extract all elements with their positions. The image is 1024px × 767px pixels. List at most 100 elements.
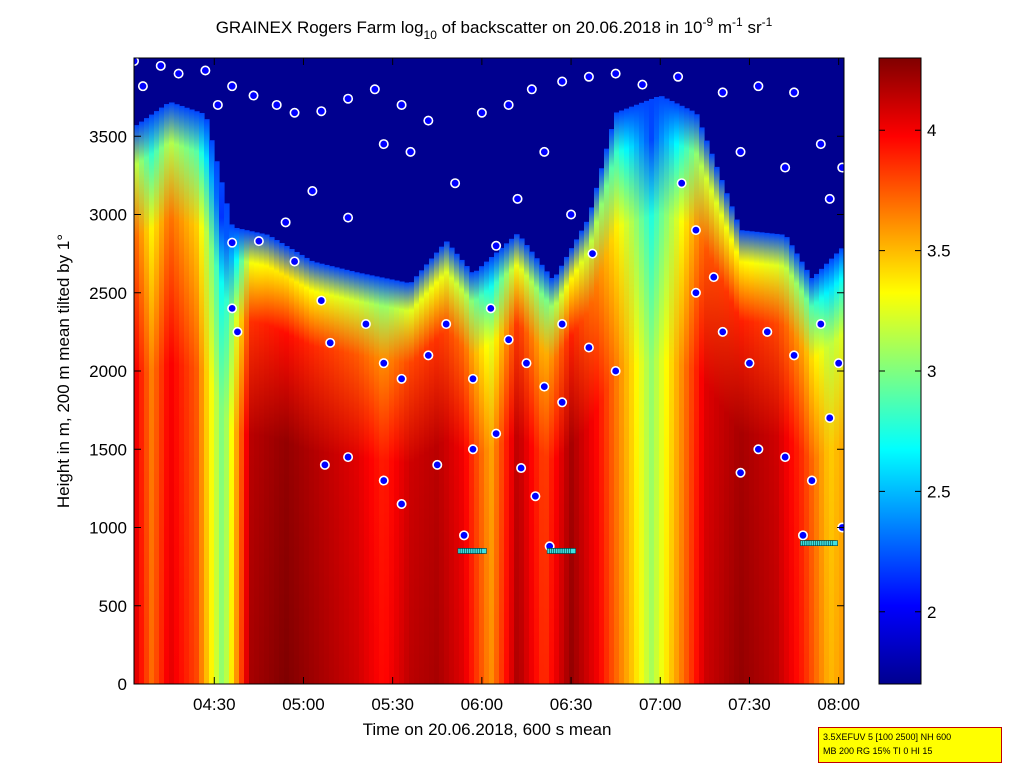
- backscatter-column: [519, 238, 525, 684]
- backscatter-column: [489, 257, 495, 684]
- backscatter-column: [309, 260, 315, 684]
- backscatter-column: [659, 96, 665, 684]
- backscatter-column: [564, 256, 570, 684]
- backscatter-column: [204, 119, 210, 684]
- backscatter-column: [404, 282, 410, 684]
- backscatter-column: [579, 230, 585, 684]
- cloud-base-marker: [212, 99, 223, 110]
- backscatter-column: [709, 153, 715, 684]
- backscatter-column: [314, 262, 320, 684]
- backscatter-column: [569, 248, 575, 684]
- cloud-base-marker: [467, 444, 478, 455]
- backscatter-column: [754, 231, 760, 684]
- settings-line-2: MB 200 RG 15% TI 0 HI 15: [823, 746, 933, 756]
- backscatter-column: [214, 161, 220, 684]
- backscatter-column: [644, 100, 650, 684]
- cloud-base-marker: [780, 452, 791, 463]
- backscatter-column: [394, 280, 400, 684]
- backscatter-column: [679, 105, 685, 684]
- cloud-base-marker: [717, 326, 728, 337]
- x-tick-label: 04:30: [193, 695, 236, 714]
- backscatter-column: [719, 180, 725, 684]
- cloud-base-marker: [833, 358, 844, 369]
- cloud-base-marker: [539, 146, 550, 157]
- cloud-base-marker: [491, 240, 502, 251]
- backscatter-column: [139, 121, 145, 684]
- cloud-base-marker: [289, 256, 300, 267]
- cloud-base-marker: [343, 93, 354, 104]
- cloud-base-marker: [789, 350, 800, 361]
- x-axis: 04:30 05:00 05:30 06:00 06:30 07:00 07:30 08:00: [193, 58, 860, 714]
- backscatter-column: [249, 231, 255, 684]
- cloud-base-marker: [232, 326, 243, 337]
- cloud-base-marker: [744, 358, 755, 369]
- backscatter-column: [624, 108, 630, 684]
- settings-line-1: 3.5XEFUV 5 [100 2500] NH 600: [823, 732, 952, 742]
- cloud-base-marker: [512, 193, 523, 204]
- backscatter-column: [649, 98, 655, 684]
- y-axis: 0 500 1000 1500 2000 2500 3000 3500: [89, 127, 844, 694]
- backscatter-column: [459, 259, 465, 684]
- cloud-base-markers: [134, 58, 844, 552]
- backscatter-column: [769, 233, 775, 684]
- cloud-base-marker: [610, 365, 621, 376]
- cloud-base-marker: [343, 452, 354, 463]
- cloud-base-marker: [360, 319, 371, 330]
- cloud-base-marker: [735, 146, 746, 157]
- backscatter-column: [374, 276, 380, 684]
- cloud-base-marker: [557, 76, 568, 87]
- title-middle: of backscatter on 20.06.2018 in 10: [437, 18, 703, 37]
- backscatter-column: [334, 267, 340, 684]
- backscatter-column: [289, 248, 295, 684]
- backscatter-column: [209, 140, 215, 684]
- backscatter-column: [219, 182, 225, 684]
- backscatter-column: [794, 253, 800, 684]
- backscatter-column: [604, 148, 610, 684]
- cloud-base-marker: [378, 475, 389, 486]
- backscatter-column: [669, 100, 675, 684]
- x-tick-label: 07:30: [728, 695, 771, 714]
- backscatter-column: [689, 110, 695, 684]
- title-prefix: GRAINEX Rogers Farm log: [216, 18, 424, 37]
- cloud-base-marker: [137, 81, 148, 92]
- plot-area: [134, 58, 844, 684]
- y-tick-label: 1500: [89, 440, 127, 459]
- backscatter-column: [494, 252, 500, 684]
- cloud-base-marker: [539, 381, 550, 392]
- cloud-base-marker: [583, 342, 594, 353]
- backscatter-column: [789, 245, 795, 684]
- cloud-base-marker: [307, 186, 318, 197]
- x-axis-label: Time on 20.06.2018, 600 s mean: [363, 720, 612, 739]
- y-tick-label: 3000: [89, 206, 127, 225]
- backscatter-column: [584, 221, 590, 684]
- backscatter-column: [149, 114, 155, 684]
- cloud-base-marker: [610, 68, 621, 79]
- cloud-base-marker: [253, 236, 264, 247]
- backscatter-column: [619, 110, 625, 684]
- backscatter-column: [144, 118, 150, 684]
- cloud-base-marker: [396, 499, 407, 510]
- cloud-base-marker: [227, 237, 238, 248]
- cloud-base-marker: [673, 71, 684, 82]
- backscatter-column: [399, 281, 405, 684]
- cloud-base-marker: [503, 334, 514, 345]
- backscatter-column: [529, 251, 535, 684]
- y-tick-label: 2500: [89, 284, 127, 303]
- cloud-base-marker: [753, 81, 764, 92]
- x-tick-label: 05:00: [282, 695, 325, 714]
- backscatter-column: [714, 166, 720, 684]
- cloud-base-marker: [491, 428, 502, 439]
- backscatter-column: [464, 266, 470, 684]
- cloud-base-marker: [762, 326, 773, 337]
- y-tick-label: 3500: [89, 127, 127, 146]
- backscatter-column: [724, 193, 730, 684]
- cloud-base-marker: [459, 530, 470, 541]
- backscatter-column: [534, 258, 540, 684]
- cloud-base-marker: [789, 87, 800, 98]
- backscatter-column: [524, 245, 530, 684]
- backscatter-column: [819, 268, 825, 684]
- backscatter-column: [829, 258, 835, 684]
- processing-settings-box: 3.5XEFUV 5 [100 2500] NH 600 MB 200 RG 1…: [818, 727, 1002, 763]
- backscatter-column: [174, 104, 180, 684]
- backscatter-column: [344, 269, 350, 684]
